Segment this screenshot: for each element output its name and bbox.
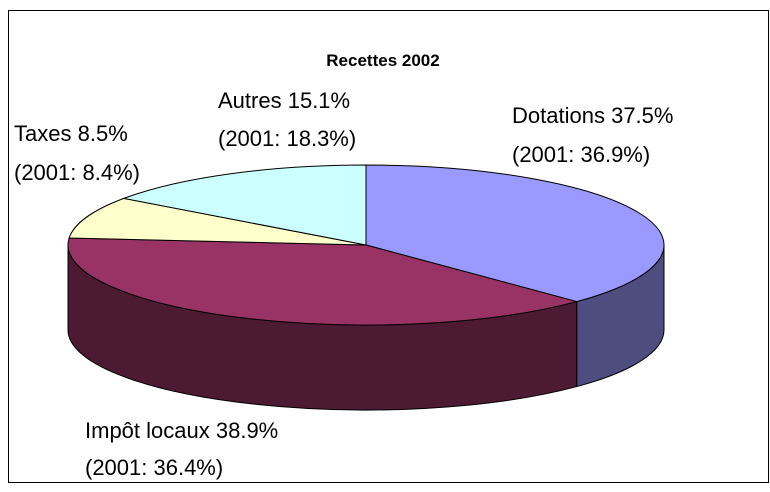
slice <box>68 197 367 246</box>
pie <box>67 164 665 411</box>
previous-label: (2001: 36.9%) <box>512 142 650 167</box>
slice-label: Taxes 8.5% <box>14 121 128 146</box>
category-label: Impôt locaux <box>85 418 210 443</box>
slice <box>121 164 367 246</box>
previous-label: (2001: 36.4%) <box>85 455 223 480</box>
chart-frame <box>8 10 769 483</box>
value-label: 15.1% <box>288 88 350 113</box>
category-label: Taxes <box>14 121 71 146</box>
slice <box>365 164 665 303</box>
previous-label: (2001: 8.4%) <box>14 160 140 185</box>
value-label: 38.9% <box>216 418 278 443</box>
value-label: 37.5% <box>611 103 673 128</box>
previous-label: (2001: 18.3%) <box>218 126 356 151</box>
category-label: Autres <box>218 88 282 113</box>
category-label: Dotations <box>512 103 605 128</box>
slice <box>67 237 579 326</box>
chart-title: Recettes 2002 <box>326 51 439 70</box>
slice-label: Impôt locaux 38.9% <box>85 418 278 443</box>
slice-label: Autres 15.1% <box>218 88 350 113</box>
slice-label: Dotations 37.5% <box>512 103 673 128</box>
value-label: 8.5% <box>78 121 128 146</box>
